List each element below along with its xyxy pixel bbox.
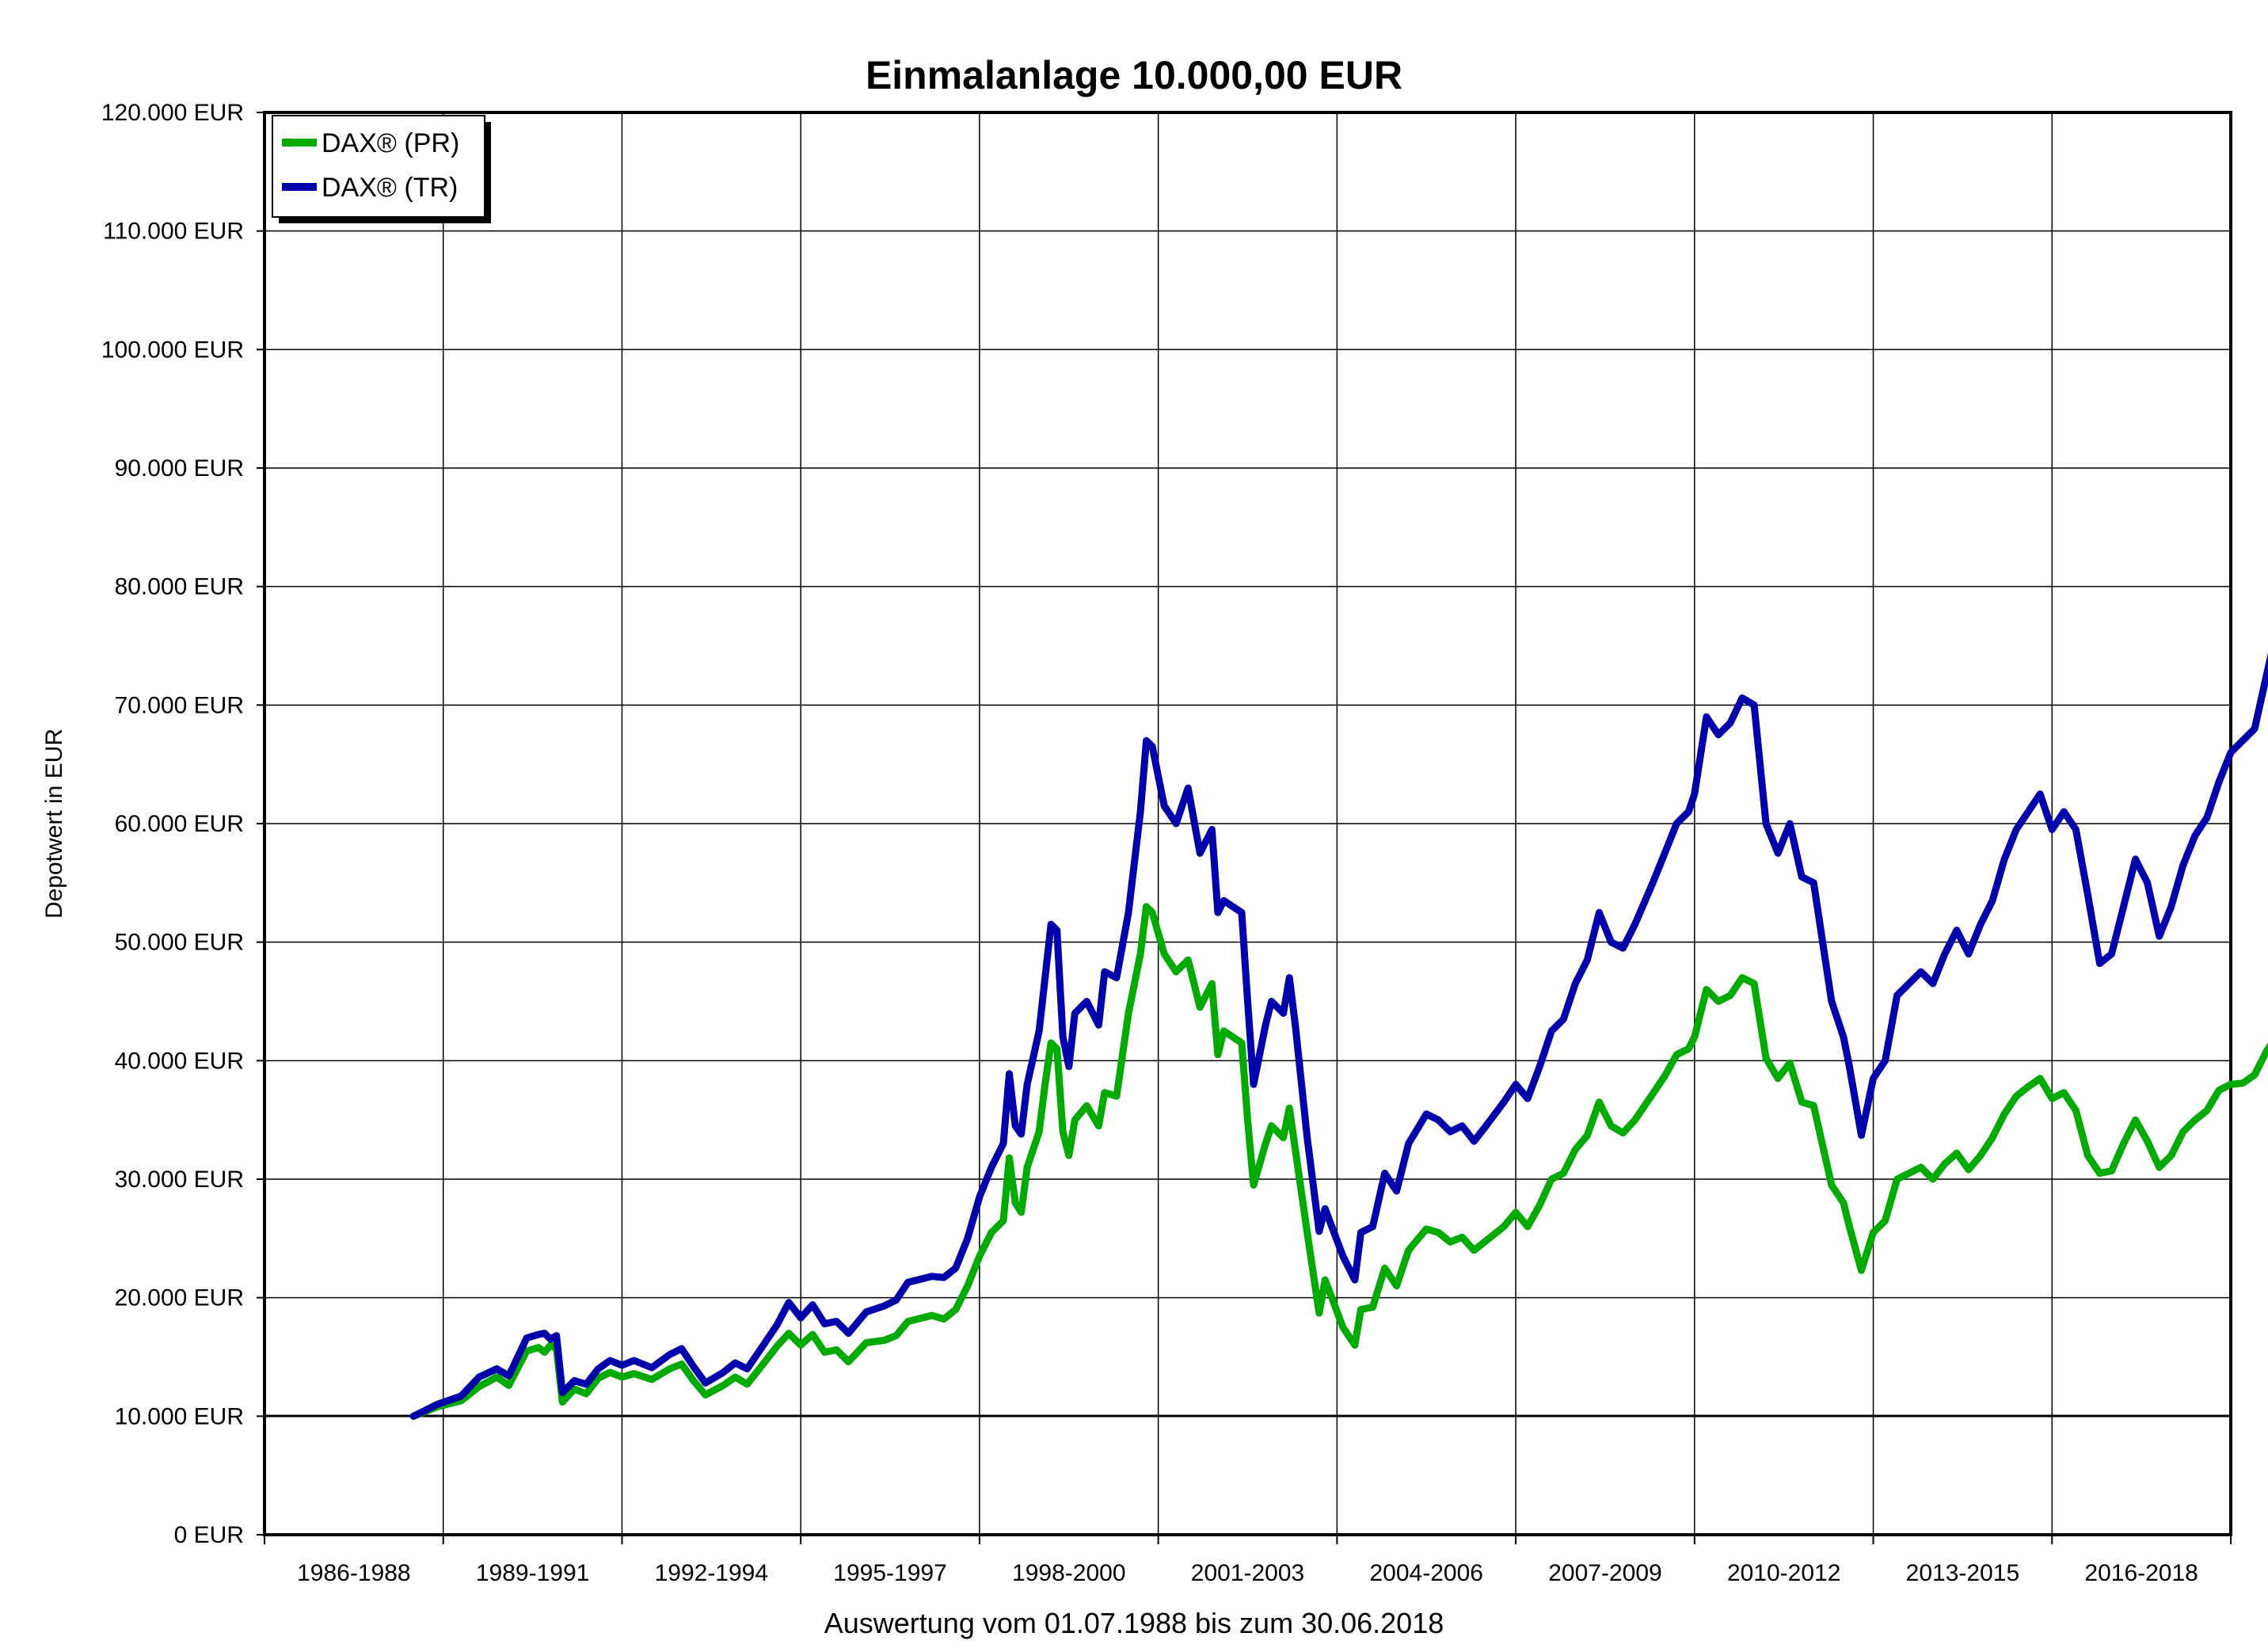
series-line-pr bbox=[409, 903, 2268, 1420]
y-tick-label: 80.000 EUR bbox=[115, 574, 244, 600]
y-tick-label: 90.000 EUR bbox=[115, 455, 244, 481]
y-axis-ticks: 0 EUR 10.000 EUR 20.000 EUR 30.000 EUR 40.00… bbox=[101, 100, 264, 1548]
x-tick-label: 1986-1988 bbox=[297, 1560, 410, 1586]
y-tick-label: 100.000 EUR bbox=[101, 337, 244, 363]
legend: DAX® (PR) DAX® (TR) bbox=[272, 115, 491, 223]
x-tick-label: 1995-1997 bbox=[833, 1560, 946, 1586]
x-tick-label: 2010-2012 bbox=[1727, 1560, 1840, 1586]
x-tick-label: 2004-2006 bbox=[1369, 1560, 1482, 1586]
legend-label-tr: DAX® (TR) bbox=[322, 173, 458, 203]
x-tick-label: 2016-2018 bbox=[2084, 1560, 2198, 1586]
x-tick-label: 1989-1991 bbox=[476, 1560, 589, 1586]
y-tick-label: 40.000 EUR bbox=[115, 1048, 244, 1074]
series-line-tr bbox=[409, 652, 2268, 1420]
x-tick-label: 2007-2009 bbox=[1548, 1560, 1661, 1586]
x-axis-ticks: 1986-1988 1989-1991 1992-1994 1995-1997 1998… bbox=[264, 1535, 2232, 1586]
y-tick-label: 60.000 EUR bbox=[115, 811, 244, 837]
y-tick-label: 70.000 EUR bbox=[115, 692, 244, 718]
legend-box bbox=[272, 115, 485, 218]
x-tick-label: 1998-2000 bbox=[1012, 1560, 1125, 1586]
x-tick-label: 2013-2015 bbox=[1906, 1560, 2019, 1586]
y-tick-label: 20.000 EUR bbox=[115, 1285, 244, 1311]
y-tick-label: 50.000 EUR bbox=[115, 930, 244, 956]
legend-label-pr: DAX® (PR) bbox=[322, 128, 459, 158]
y-tick-label: 0 EUR bbox=[174, 1522, 244, 1548]
y-tick-label: 120.000 EUR bbox=[101, 100, 244, 126]
y-tick-label: 30.000 EUR bbox=[115, 1167, 244, 1193]
plot-frame bbox=[263, 111, 2232, 1536]
x-tick-label: 1992-1994 bbox=[655, 1560, 768, 1586]
x-tick-label: 2001-2003 bbox=[1191, 1560, 1304, 1586]
series-group bbox=[409, 652, 2268, 1420]
y-tick-label: 110.000 EUR bbox=[103, 219, 244, 245]
chart-title: Einmalanlage 10.000,00 EUR bbox=[866, 53, 1402, 97]
y-tick-label: 10.000 EUR bbox=[115, 1403, 244, 1429]
grid bbox=[264, 112, 2231, 1535]
x-axis-title: Auswertung vom 01.07.1988 bis zum 30.06.… bbox=[824, 1607, 1444, 1639]
y-axis-title: Depotwert in EUR bbox=[41, 729, 67, 919]
